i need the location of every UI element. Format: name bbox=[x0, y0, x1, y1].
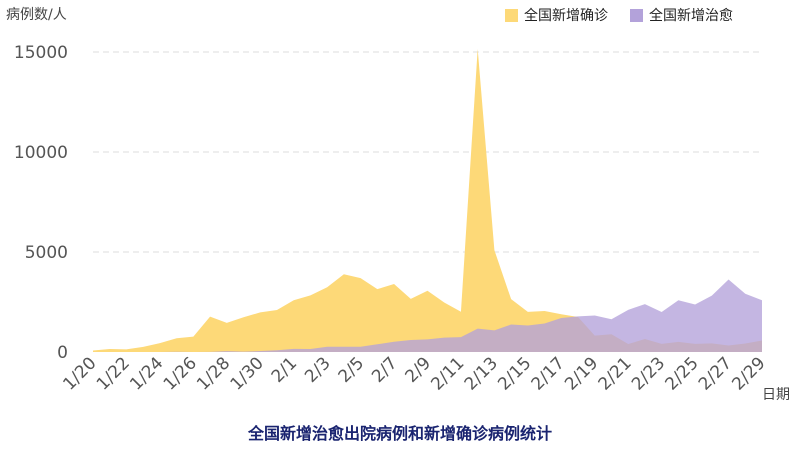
x-tick-label: 2/21 bbox=[595, 353, 636, 394]
series-area-confirmed bbox=[93, 48, 762, 353]
x-tick-labels: 1/201/221/241/261/281/30 2/1 2/3 2/5 2/7 2/92… bbox=[59, 353, 769, 394]
x-tick-label: 2/19 bbox=[561, 353, 602, 394]
y-tick-label: 5000 bbox=[25, 243, 68, 263]
x-tick-label: 2/25 bbox=[661, 353, 702, 394]
x-tick-label: 2/7 bbox=[368, 353, 401, 386]
x-tick-label: 2/3 bbox=[301, 353, 334, 386]
series-areas bbox=[93, 48, 762, 353]
y-tick-labels: 0 5000 10000 15000 bbox=[14, 43, 68, 363]
x-tick-label: 1/30 bbox=[227, 353, 268, 394]
x-tick-label: 2/15 bbox=[494, 353, 535, 394]
x-tick-label: 1/24 bbox=[126, 353, 167, 394]
x-tick-label: 2/11 bbox=[427, 353, 468, 394]
x-tick-label: 1/26 bbox=[160, 353, 201, 394]
x-tick-label: 2/5 bbox=[335, 353, 368, 386]
x-tick-label: 2/17 bbox=[528, 353, 569, 394]
legend-item-confirmed[interactable]: 全国新增确诊 bbox=[505, 5, 608, 25]
x-tick-label: 1/28 bbox=[193, 353, 234, 394]
y-tick-label: 0 bbox=[57, 343, 68, 363]
series-area-cured bbox=[93, 279, 762, 352]
x-axis-label: 日期 bbox=[762, 387, 790, 403]
x-tick-label: 2/13 bbox=[461, 353, 502, 394]
grid-lines bbox=[93, 51, 762, 253]
legend-swatch-cured bbox=[630, 8, 643, 22]
y-tick-label: 10000 bbox=[14, 143, 68, 163]
legend-label-confirmed: 全国新增确诊 bbox=[524, 8, 608, 24]
y-tick-label: 15000 bbox=[14, 43, 68, 63]
x-tick-label: 1/22 bbox=[93, 353, 134, 394]
x-tick-label: 2/23 bbox=[628, 353, 669, 394]
x-tick-label: 2/27 bbox=[695, 353, 736, 394]
y-axis-label: 病例数/人 bbox=[6, 7, 67, 23]
legend-swatch-confirmed bbox=[505, 8, 518, 22]
legend-item-cured[interactable]: 全国新增治愈 bbox=[630, 5, 733, 25]
x-tick-label: 2/1 bbox=[268, 353, 301, 386]
legend-label-cured: 全国新增治愈 bbox=[649, 8, 733, 24]
chart-title: 全国新增治愈出院病例和新增确诊病例统计 bbox=[247, 424, 552, 443]
legend: 全国新增确诊 全国新增治愈 bbox=[505, 5, 733, 25]
